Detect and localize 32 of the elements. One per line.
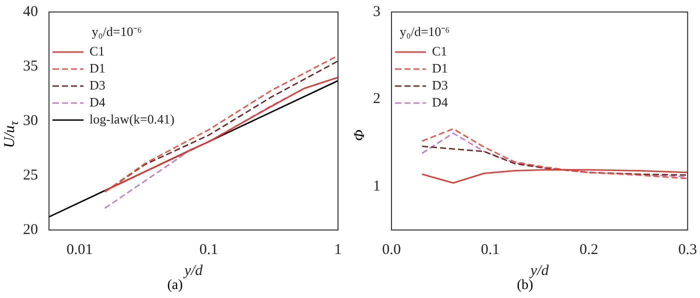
x-tick-label: 0.2 xyxy=(580,242,598,258)
legend-label: C1 xyxy=(432,44,448,59)
y-tick-label: 40 xyxy=(23,4,38,20)
text: (a) xyxy=(166,278,183,294)
x-tick-label: 0.01 xyxy=(66,242,93,258)
x-tick-label: 1 xyxy=(334,242,342,258)
y-tick-label: 25 xyxy=(23,167,38,184)
x-tick-label: 0.1 xyxy=(199,242,218,258)
legend-title: y₀/d=10⁻⁶ xyxy=(400,24,450,39)
legend-title: y₀/d=10⁻⁶ xyxy=(92,24,142,39)
legend-label: D3 xyxy=(432,78,448,93)
x-axis-title: y/d xyxy=(528,262,550,279)
x-axis-title: y/d xyxy=(182,262,204,279)
legend-label: D4 xyxy=(432,94,448,110)
x-tick-label: 0.3 xyxy=(678,242,697,258)
y-tick-label: 20 xyxy=(23,222,38,238)
y-tick-label: 30 xyxy=(23,112,38,129)
legend-label: D1 xyxy=(432,60,448,76)
legend-label: D4 xyxy=(90,94,106,110)
y-tick-label: 1 xyxy=(373,178,380,194)
y-tick-label: 2 xyxy=(373,91,380,108)
legend-label: D1 xyxy=(90,60,106,76)
legend-label: log-law(k=0.41) xyxy=(90,112,174,127)
legend-label: C1 xyxy=(90,44,105,59)
x-tick-label: 0.0 xyxy=(382,242,401,258)
legend-label: D3 xyxy=(90,78,106,93)
y-tick-label: 3 xyxy=(373,4,380,20)
x-tick-label: 0.1 xyxy=(480,242,500,258)
text: (b) xyxy=(516,278,534,294)
line-series xyxy=(421,146,688,176)
y-tick-label: 35 xyxy=(23,58,38,74)
y-axis-title: Φ xyxy=(352,128,369,143)
